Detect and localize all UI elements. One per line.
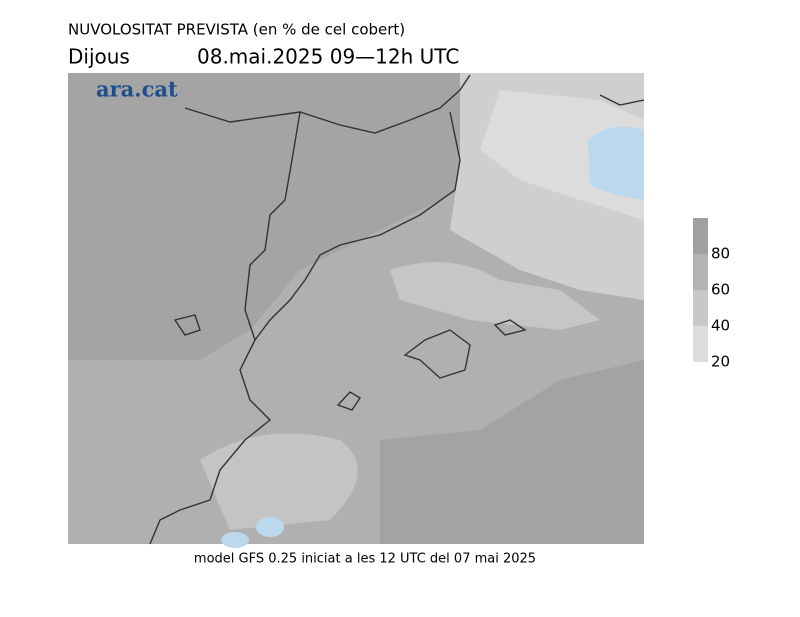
colorbar-band [693,326,708,362]
colorbar-label: 40 [711,317,730,335]
colorbar-label: 20 [711,353,730,371]
logo: ara.cat [96,77,178,102]
model-footer: model GFS 0.25 iniciat a les 12 UTC del … [194,552,536,567]
colorbar-band [693,290,708,326]
cloud-region [68,73,470,360]
clear-region [588,126,644,200]
colorbar-label: 60 [711,281,730,299]
cloud-region [390,262,600,330]
colorbar-label: 80 [711,245,730,263]
cloud-region [200,433,358,530]
clear-region [256,517,284,537]
colorbar-band [693,218,708,254]
map-title: NUVOLOSITAT PREVISTA (en % de cel cobert… [68,21,405,39]
coastline [149,74,645,545]
forecast-day: Dijous [68,45,130,69]
forecast-date: 08.mai.2025 09—12h UTC [197,45,459,69]
clear-region [221,532,249,548]
cloud-region [380,360,644,544]
colorbar: 20 40 60 80 [693,218,730,371]
map-area [68,73,645,548]
colorbar-band [693,254,708,290]
